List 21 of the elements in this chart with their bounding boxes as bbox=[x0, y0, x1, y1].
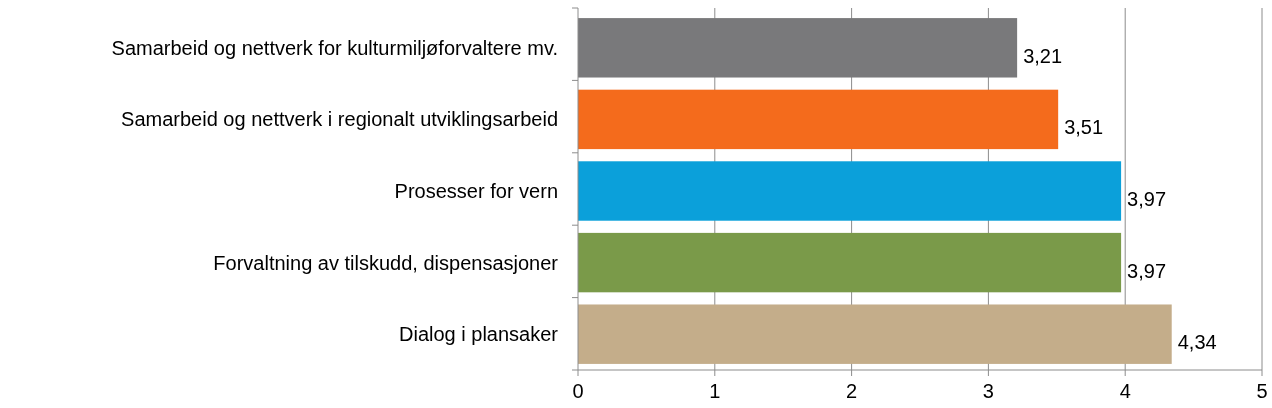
x-tick-label: 4 bbox=[1119, 380, 1131, 402]
data-label: 3,97 bbox=[1127, 259, 1167, 282]
bar bbox=[578, 304, 1172, 364]
bar bbox=[578, 161, 1122, 221]
bar bbox=[578, 89, 1059, 150]
data-label: 4,34 bbox=[1177, 331, 1217, 354]
data-label: 3,97 bbox=[1127, 188, 1167, 210]
x-tick-label: 3 bbox=[982, 380, 994, 402]
data-label: 3,21 bbox=[1023, 44, 1063, 67]
x-tick-label: 0 bbox=[572, 380, 584, 402]
data-label: 3,51 bbox=[1064, 116, 1104, 139]
bar bbox=[578, 232, 1122, 293]
x-tick-label: 1 bbox=[709, 380, 721, 402]
y-tick-label: Prosesser for vern bbox=[394, 180, 558, 202]
y-tick-label: Samarbeid og nettverk i regionalt utviklingsarbeid bbox=[121, 108, 558, 131]
x-tick-label: 2 bbox=[846, 380, 858, 402]
y-tick-label: Dialog i plansaker bbox=[399, 323, 559, 346]
x-tick-label: 5 bbox=[1256, 380, 1268, 402]
y-tick-label: Samarbeid og nettverk for kulturmiljøforvaltere mv. bbox=[111, 36, 558, 59]
bar bbox=[578, 18, 1018, 78]
y-tick-label: Forvaltning av tilskudd, dispensasjoner bbox=[213, 251, 559, 274]
